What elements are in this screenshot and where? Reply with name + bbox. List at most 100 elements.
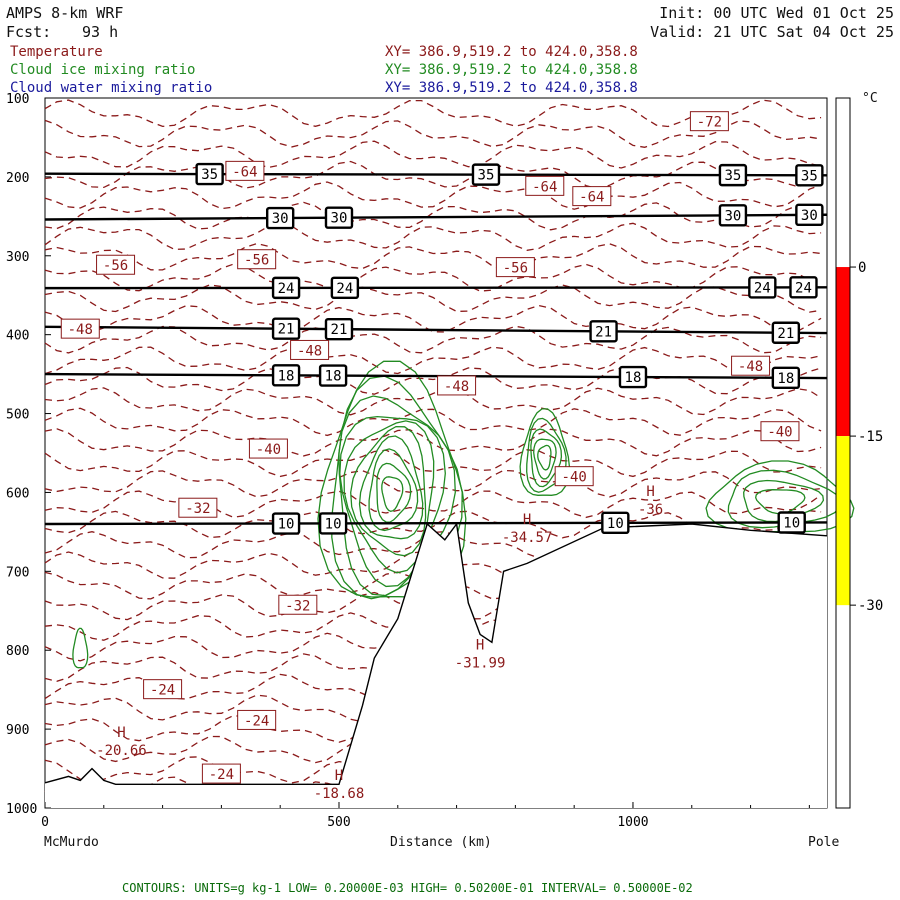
colorbar-unit: °C [862,91,878,106]
theta-label: 10 [607,516,624,532]
temperature-contour [44,284,822,313]
temperature-label: -64 [579,190,604,206]
theta-label-box [795,164,824,187]
theta-label: 21 [278,322,295,338]
temperature-label: -24 [150,683,175,699]
temperature-label: -64 [232,164,257,180]
extremum-mark: H [646,484,654,500]
temperature-label-box [178,497,218,518]
temperature-contour [44,366,822,395]
cloud-ice-contour [705,460,855,533]
temperature-label: -48 [68,322,93,338]
extremum-value: -34.57 [502,530,553,546]
temperature-label: -48 [738,359,763,375]
temperature-label-box [760,421,800,442]
contour-info-footer: CONTOURS: UNITS=g kg-1 LOW= 0.20000E-03 … [122,881,693,895]
temperature-label: -72 [697,115,722,131]
temperature-label-box [96,254,136,275]
temperature-label-box [60,318,100,339]
theta-label: 24 [336,281,353,297]
theta-label: 35 [801,168,818,184]
cloud-ice-contour [537,444,552,471]
temperature-label: -24 [209,767,234,783]
temperature-label-box [248,438,288,459]
y-tick-label: 800 [6,644,29,659]
theta-label: 18 [777,371,794,387]
cloud-ice-contour [381,476,404,512]
temperature-contour [44,387,822,416]
colorbar-band [836,267,850,437]
forecast-label: Fcst: [6,23,52,41]
theta-label: 10 [278,517,295,533]
extremum-mark: H [523,512,531,528]
temperature-label-box [495,257,535,278]
temperature-contour [44,201,822,231]
y-tick-label: 100 [6,92,29,107]
colorbar-tick-label: -30 [858,598,883,614]
cloud-ice-contour [755,489,806,515]
cloud-ice-contour [526,417,567,493]
cloud-ice-contour [533,438,557,480]
theta-label: 30 [801,208,818,224]
theta-label-box [318,512,348,535]
cloud-ice-contour [519,408,571,496]
temperature-label: -56 [503,261,528,277]
extremum-mark: H [117,725,125,741]
theta-label-box [795,203,824,227]
temperature-label-box [572,186,612,207]
theta-line-30 [44,213,828,221]
theta-label: 24 [278,281,295,297]
temperature-label-box [225,160,265,181]
theta-label: 18 [278,368,295,384]
cloud-ice-contour [530,428,563,488]
field-xy-cloud-water: XY= 386.9,519.2 to 424.0,358.8 [385,80,638,96]
x-left-endpoint: McMurdo [44,835,99,850]
theta-label-box [271,276,301,300]
y-tick-label: 1000 [6,802,37,817]
valid-time: Valid: 21 UTC Sat 04 Oct 25 [650,23,894,41]
theta-label-box [265,206,295,230]
theta-label: 35 [478,168,495,184]
temperature-contour [44,407,822,437]
theta-label-box [771,366,801,390]
extremum-value: -36 [638,502,663,518]
cloud-ice-contour [376,462,412,523]
model-title: AMPS 8-km WRF [6,4,124,22]
temperature-label-box [554,466,594,487]
temperature-label: -48 [297,343,322,359]
colorbar-tick-label: -15 [858,429,883,445]
temperature-label: -32 [285,598,310,614]
temperature-label-box [525,175,565,196]
theta-label: 24 [795,280,812,296]
cloud-ice-contour [358,435,424,540]
temperature-contour [44,222,822,251]
theta-label-box [330,276,360,300]
temperature-label-box [290,339,330,360]
theta-label-box [318,364,348,387]
theta-line-35 [44,172,828,177]
temperature-contour [44,99,822,128]
theta-label-box [324,317,354,341]
theta-label: 30 [724,208,741,224]
theta-label: 21 [595,324,612,340]
temperature-contour [44,469,822,498]
theta-line-21 [44,325,828,335]
field-xy-temperature: XY= 386.9,519.2 to 424.0,358.8 [385,44,638,60]
theta-label: 10 [325,516,342,532]
temperature-label: -64 [532,179,557,195]
terrain-line [44,522,828,785]
theta-label: 10 [783,515,800,531]
theta-label: 35 [724,168,741,184]
temperature-contour [44,428,822,457]
x-tick-label: 500 [327,815,350,830]
x-axis-label: Distance (km) [390,835,492,850]
theta-label-box [618,365,648,389]
theta-label-box [471,163,501,186]
temperature-contour [44,346,822,375]
field-name-temperature: Temperature [10,44,103,60]
extremum-mark: H [335,768,343,784]
cloud-ice-contour [72,627,89,669]
temperature-label-box [689,111,729,132]
y-tick-label: 200 [6,171,29,186]
theta-label-box [718,204,748,227]
